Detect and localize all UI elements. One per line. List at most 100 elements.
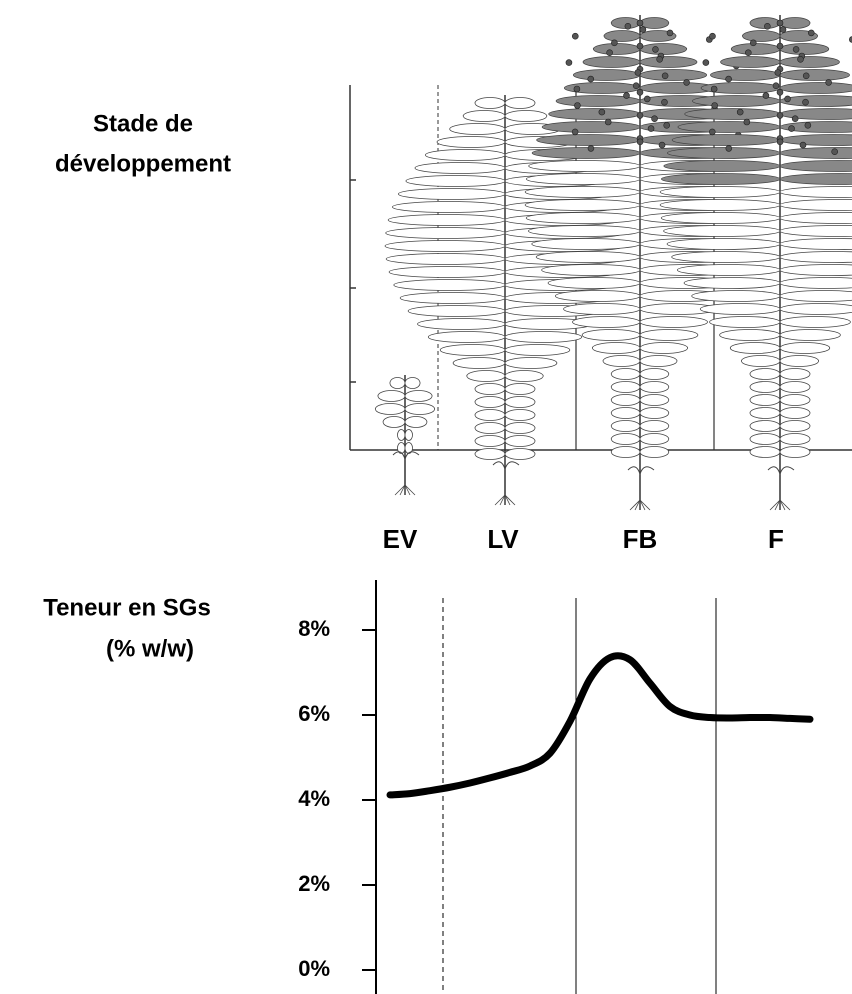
flower — [762, 92, 770, 99]
leaf — [504, 344, 571, 356]
leaf — [779, 173, 852, 185]
leaf — [779, 355, 819, 367]
leaf — [563, 303, 641, 315]
leaf — [582, 56, 641, 68]
y-tick-label: 8% — [298, 616, 330, 641]
flower — [725, 145, 733, 152]
leaf — [610, 446, 641, 458]
flower — [849, 36, 852, 43]
root-crown — [492, 461, 520, 471]
leaf — [385, 253, 506, 265]
leaf — [535, 251, 641, 263]
flower — [772, 82, 780, 89]
leaf — [639, 433, 670, 445]
stage-axis-title: développement — [55, 150, 231, 177]
flower — [831, 148, 838, 155]
flower — [661, 98, 668, 106]
leaf — [536, 134, 641, 146]
leaf — [667, 147, 781, 159]
flower — [776, 42, 784, 50]
leaf — [684, 108, 781, 120]
leaf — [639, 446, 670, 458]
leaf — [504, 409, 536, 421]
leaf — [779, 433, 811, 445]
flower — [776, 138, 784, 146]
leaf — [452, 357, 506, 369]
leaf — [397, 429, 406, 441]
flower — [779, 26, 787, 33]
flower — [623, 92, 630, 99]
leaf — [581, 329, 641, 341]
flower — [802, 98, 809, 106]
leaf — [427, 331, 506, 343]
flower — [571, 32, 579, 40]
flower — [574, 102, 581, 109]
leaf — [504, 110, 548, 122]
root — [639, 499, 651, 511]
root — [779, 499, 791, 511]
leaf — [779, 69, 850, 81]
leaf — [414, 162, 506, 174]
flower — [573, 85, 581, 93]
root — [404, 484, 411, 496]
leaf — [462, 110, 506, 122]
stage-label: EV — [383, 524, 418, 554]
leaf — [639, 56, 698, 68]
leaf — [425, 149, 506, 161]
plant-illustrations — [374, 15, 852, 511]
leaf — [387, 214, 506, 226]
leaf — [407, 305, 506, 317]
leaf — [399, 292, 506, 304]
leaf — [639, 394, 670, 406]
leaf — [719, 329, 781, 341]
stage-axis-title: Stade de — [93, 110, 193, 137]
flower — [639, 26, 647, 33]
leaf — [528, 160, 641, 172]
flower — [792, 46, 800, 53]
leaf — [779, 108, 852, 120]
leaf — [779, 56, 840, 68]
leaf — [474, 396, 506, 408]
leaf — [528, 225, 641, 237]
leaf — [779, 95, 852, 107]
root-crown — [392, 451, 420, 461]
leaf — [474, 97, 506, 109]
leaf — [779, 303, 852, 315]
leaf — [436, 136, 506, 148]
leaf — [610, 433, 641, 445]
root — [634, 499, 641, 511]
leaf — [405, 175, 506, 187]
leaf — [779, 134, 852, 146]
flower — [799, 141, 807, 149]
root — [769, 499, 781, 511]
leaf — [525, 212, 641, 224]
root-crown — [627, 466, 655, 476]
y-tick-label: 4% — [298, 786, 330, 811]
flower — [774, 69, 782, 76]
leaf — [602, 355, 641, 367]
leaf — [749, 394, 781, 406]
leaf — [525, 173, 641, 185]
leaf — [691, 290, 781, 302]
flower — [636, 112, 644, 119]
leaf — [377, 390, 406, 402]
root — [779, 499, 786, 511]
flower — [683, 79, 690, 86]
flower — [745, 49, 752, 57]
leaf — [417, 318, 506, 330]
leaf — [742, 30, 781, 42]
leaf — [779, 43, 830, 55]
leaf — [504, 357, 558, 369]
flower — [587, 75, 595, 83]
flower — [611, 39, 618, 47]
leaf — [385, 227, 506, 239]
leaf — [504, 448, 536, 460]
flower — [725, 75, 732, 83]
leaf — [749, 433, 781, 445]
flower — [598, 108, 606, 116]
stage-label: FB — [623, 524, 658, 554]
leaf — [779, 147, 852, 159]
flower — [571, 128, 579, 136]
